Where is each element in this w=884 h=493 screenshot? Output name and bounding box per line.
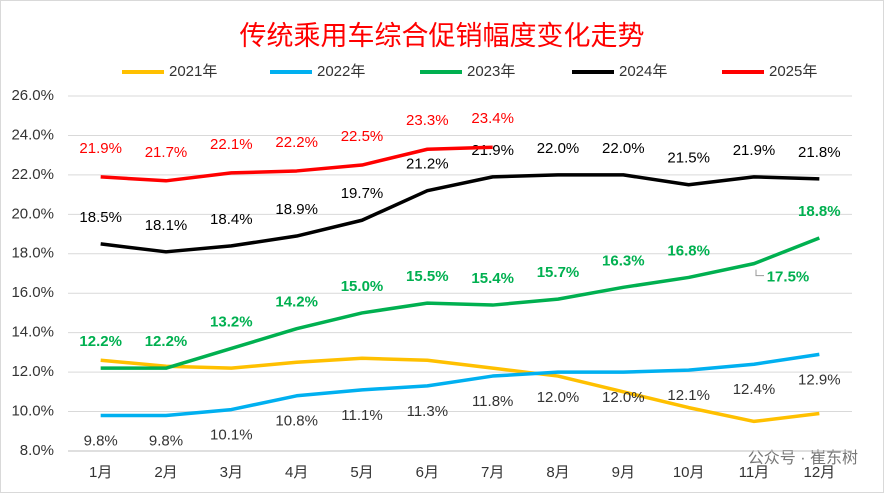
series-line <box>100 356 820 424</box>
x-tick-label: 10月 <box>673 464 705 481</box>
data-label: 18.9% <box>275 201 318 218</box>
x-tick-label: 12月 <box>803 464 835 481</box>
data-label: 9.8% <box>149 432 183 449</box>
x-tick-label: 2月 <box>154 464 177 481</box>
data-label: 10.1% <box>210 427 253 444</box>
data-label: 12.2% <box>79 333 122 350</box>
x-tick-label: 1月 <box>89 464 112 481</box>
series-line <box>100 145 493 183</box>
legend-label: 2025年 <box>769 63 817 80</box>
legend-label: 2024年 <box>619 63 667 80</box>
data-label: 11.1% <box>341 407 382 424</box>
data-label: 22.2% <box>275 134 318 151</box>
data-label: 15.0% <box>341 278 384 295</box>
x-tick-label: 4月 <box>285 464 308 481</box>
legend-label: 2023年 <box>467 63 515 80</box>
y-tick-label: 18.0% <box>11 245 54 262</box>
x-tick-label: 7月 <box>481 464 504 481</box>
x-tick-label: 9月 <box>612 464 635 481</box>
data-label: 22.0% <box>602 140 645 157</box>
x-tick-label: 8月 <box>546 464 569 481</box>
legend-label: 2021年 <box>169 63 217 80</box>
data-label: 12.0% <box>602 389 645 406</box>
data-label: 18.4% <box>210 211 253 228</box>
y-tick-label: 24.0% <box>11 126 54 143</box>
data-label: 23.3% <box>406 112 449 129</box>
data-label: 12.0% <box>537 389 580 406</box>
data-label: 12.9% <box>798 371 841 388</box>
x-tick-label: 3月 <box>220 464 243 481</box>
watermark: 公众号 · 崔东树 <box>748 449 858 467</box>
data-label: 11.8% <box>472 393 513 410</box>
x-tick-label: 11月 <box>739 464 770 481</box>
leader-line <box>755 269 764 277</box>
data-label: 22.1% <box>210 136 253 153</box>
data-label: 16.3% <box>602 252 645 269</box>
data-label: 17.5% <box>767 269 810 286</box>
x-tick-label: 5月 <box>350 464 373 481</box>
data-label: 15.5% <box>406 268 449 285</box>
y-tick-label: 14.0% <box>11 324 54 341</box>
data-label: 16.8% <box>667 242 710 259</box>
x-tick-label: 6月 <box>416 464 439 481</box>
y-tick-label: 8.0% <box>20 442 54 459</box>
data-label: 15.7% <box>537 264 580 281</box>
data-label: 22.5% <box>341 128 384 145</box>
data-label: 21.9% <box>79 140 122 157</box>
data-label: 12.2% <box>145 333 188 350</box>
data-label: 11.3% <box>407 403 448 420</box>
data-label: 12.4% <box>733 381 776 398</box>
series-line <box>100 236 820 370</box>
data-label: 10.8% <box>275 413 318 430</box>
chart-title: 传统乘用车综合促销幅度变化走势 <box>240 21 645 51</box>
y-tick-label: 22.0% <box>11 166 54 183</box>
data-label: 19.7% <box>341 185 384 202</box>
data-label: 21.7% <box>145 144 188 161</box>
data-label: 14.2% <box>275 294 318 311</box>
y-tick-label: 10.0% <box>11 403 54 420</box>
y-tick-label: 26.0% <box>11 87 54 104</box>
data-label: 21.8% <box>798 144 841 161</box>
data-label: 21.2% <box>406 156 449 173</box>
y-tick-label: 20.0% <box>11 205 54 222</box>
data-label: 23.4% <box>471 110 514 127</box>
data-label: 15.4% <box>471 270 514 287</box>
data-label: 9.8% <box>84 432 118 449</box>
data-label: 21.9% <box>733 142 776 159</box>
series-line <box>100 173 820 254</box>
data-label: 18.1% <box>145 217 188 234</box>
data-label: 12.1% <box>667 387 710 404</box>
data-label: 22.0% <box>537 140 580 157</box>
data-label: 13.2% <box>210 313 253 330</box>
legend-label: 2022年 <box>317 63 365 80</box>
y-tick-label: 12.0% <box>11 363 54 380</box>
data-label: 21.9% <box>471 142 514 159</box>
series-line <box>100 352 820 418</box>
y-tick-label: 16.0% <box>11 284 54 301</box>
data-label: 21.5% <box>667 150 710 167</box>
data-label: 18.8% <box>798 203 841 220</box>
data-label: 18.5% <box>79 209 122 226</box>
